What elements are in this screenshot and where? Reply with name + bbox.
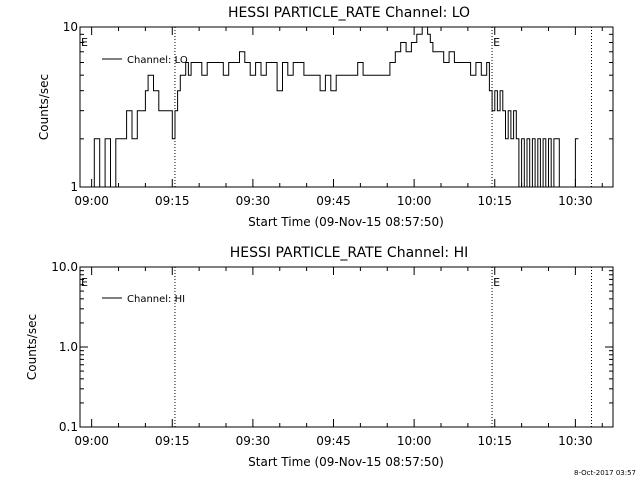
lo-x-axis-label: Start Time (09-Nov-15 08:57:50) [248,215,444,229]
lo-chart-panel: HESSI PARTICLE_RATE Channel: LO Start Ti… [37,5,614,229]
lo-y-tick-label: 1 [70,180,78,194]
lo-x-tick-label: 10:30 [558,194,593,208]
footer-timestamp: 8-Oct-2017 03:57 [574,469,636,477]
lo-y-tick-label: 10 [63,20,78,34]
hi-plot-frame [79,266,614,428]
lo-x-tick-label: 09:30 [236,194,271,208]
hi-annotation-marker: E [493,276,500,289]
lo-annotation-marker: E [81,36,88,49]
lo-x-tick-label: 10:00 [397,194,432,208]
hi-x-tick-label: 10:30 [558,434,593,448]
lo-chart-title: HESSI PARTICLE_RATE Channel: LO [228,5,470,21]
hi-chart-title: HESSI PARTICLE_RATE Channel: HI [230,245,468,261]
hi-x-tick-label: 10:00 [397,434,432,448]
lo-plot-frame [79,26,614,188]
lo-x-tick-label: 09:45 [316,194,351,208]
lo-legend-label: Channel: LO [127,55,188,66]
lo-x-tick-label: 09:15 [155,194,190,208]
hi-x-tick-label: 09:30 [236,434,271,448]
hi-y-axis-label: Counts/sec [25,314,39,380]
hi-x-tick-label: 09:45 [316,434,351,448]
lo-series-line [89,26,579,188]
hi-y-tick-label: 1.0 [59,340,78,354]
hi-x-tick-label: 09:15 [155,434,190,448]
hi-chart-panel: HESSI PARTICLE_RATE Channel: HI Start Ti… [25,245,614,469]
hi-y-tick-label: 10.0 [51,260,78,274]
hi-y-tick-label: 0.1 [59,420,78,434]
lo-x-tick-label: 10:15 [477,194,512,208]
lo-y-axis-label: Counts/sec [37,74,51,140]
lo-x-tick-label: 09:00 [74,194,109,208]
lo-annotation-marker: E [493,36,500,49]
hi-legend-label: Channel: HI [127,294,185,305]
hi-x-tick-label: 09:00 [74,434,109,448]
hi-annotation-marker: E [81,276,88,289]
hi-x-axis-label: Start Time (09-Nov-15 08:57:50) [248,455,444,469]
hi-x-tick-label: 10:15 [477,434,512,448]
